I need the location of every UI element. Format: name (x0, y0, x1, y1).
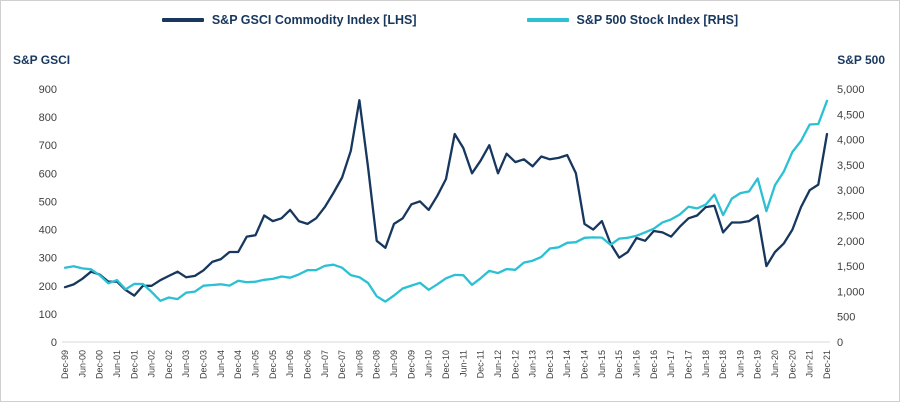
svg-text:Dec-99: Dec-99 (60, 350, 70, 379)
svg-text:Jun-17: Jun-17 (666, 350, 676, 378)
svg-text:Jun-02: Jun-02 (147, 350, 157, 378)
right-axis-title: S&P 500 (837, 53, 885, 67)
svg-text:Dec-06: Dec-06 (302, 350, 312, 379)
svg-text:1,500: 1,500 (837, 261, 865, 273)
legend-item-gsci: S&P GSCI Commodity Index [LHS] (161, 13, 417, 27)
svg-text:Dec-07: Dec-07 (337, 350, 347, 379)
svg-text:Jun-20: Jun-20 (770, 350, 780, 378)
svg-text:Jun-14: Jun-14 (562, 350, 572, 378)
svg-text:Jun-16: Jun-16 (632, 350, 642, 378)
svg-text:400: 400 (39, 225, 57, 237)
svg-text:Jun-07: Jun-07 (320, 350, 330, 378)
gsci-line-swatch (161, 18, 204, 22)
svg-text:Jun-12: Jun-12 (493, 350, 503, 378)
svg-text:Dec-12: Dec-12 (510, 350, 520, 379)
svg-text:Dec-10: Dec-10 (441, 350, 451, 379)
svg-text:0: 0 (51, 337, 57, 349)
svg-text:Dec-09: Dec-09 (406, 350, 416, 379)
svg-text:Dec-01: Dec-01 (129, 350, 139, 379)
legend-label-sp500: S&P 500 Stock Index [RHS] (576, 13, 739, 27)
svg-text:2,000: 2,000 (837, 236, 865, 248)
svg-text:Dec-20: Dec-20 (787, 350, 797, 379)
svg-text:Jun-00: Jun-00 (77, 350, 87, 378)
svg-text:Dec-16: Dec-16 (649, 350, 659, 379)
svg-text:Dec-18: Dec-18 (718, 350, 728, 379)
svg-text:600: 600 (39, 168, 57, 180)
svg-text:Dec-15: Dec-15 (614, 350, 624, 379)
svg-text:900: 900 (39, 84, 57, 96)
svg-text:5,000: 5,000 (837, 84, 865, 96)
svg-text:Jun-06: Jun-06 (285, 350, 295, 378)
svg-text:Dec-14: Dec-14 (580, 350, 590, 379)
legend-item-sp500: S&P 500 Stock Index [RHS] (526, 13, 739, 27)
sp500-line-swatch (526, 18, 569, 22)
svg-text:Jun-05: Jun-05 (251, 350, 261, 378)
svg-text:3,500: 3,500 (837, 160, 865, 172)
svg-text:Jun-09: Jun-09 (389, 350, 399, 378)
svg-text:800: 800 (39, 112, 57, 124)
svg-text:Dec-04: Dec-04 (233, 350, 243, 379)
svg-text:Dec-00: Dec-00 (95, 350, 105, 379)
svg-text:Jun-03: Jun-03 (181, 350, 191, 378)
svg-text:Dec-08: Dec-08 (372, 350, 382, 379)
svg-text:Jun-19: Jun-19 (735, 350, 745, 378)
svg-text:Jun-15: Jun-15 (597, 350, 607, 378)
svg-text:Jun-11: Jun-11 (458, 350, 468, 377)
svg-text:500: 500 (837, 312, 855, 324)
svg-text:4,500: 4,500 (837, 109, 865, 121)
left-axis-title: S&P GSCI (13, 53, 71, 67)
svg-text:Dec-21: Dec-21 (822, 350, 832, 379)
svg-text:Jun-18: Jun-18 (701, 350, 711, 378)
svg-text:Dec-11: Dec-11 (476, 350, 486, 378)
svg-text:4,000: 4,000 (837, 135, 865, 147)
legend-label-gsci: S&P GSCI Commodity Index [LHS] (211, 13, 417, 27)
svg-text:Dec-17: Dec-17 (683, 350, 693, 379)
svg-text:700: 700 (39, 140, 57, 152)
svg-text:500: 500 (39, 196, 57, 208)
svg-text:Jun-08: Jun-08 (354, 350, 364, 378)
svg-text:300: 300 (39, 253, 57, 265)
chart-legend: S&P GSCI Commodity Index [LHS] S&P 500 S… (1, 13, 899, 27)
svg-text:3,000: 3,000 (837, 185, 865, 197)
svg-text:Jun-10: Jun-10 (424, 350, 434, 378)
svg-text:Dec-19: Dec-19 (753, 350, 763, 379)
svg-text:200: 200 (39, 281, 57, 293)
svg-text:Dec-13: Dec-13 (545, 350, 555, 379)
svg-text:Dec-02: Dec-02 (164, 350, 174, 379)
svg-text:Jun-04: Jun-04 (216, 350, 226, 378)
svg-text:2,500: 2,500 (837, 211, 865, 223)
svg-text:Dec-05: Dec-05 (268, 350, 278, 379)
svg-text:Jun-13: Jun-13 (528, 350, 538, 378)
svg-text:100: 100 (39, 309, 57, 321)
svg-text:Jun-21: Jun-21 (805, 350, 815, 378)
svg-text:Dec-03: Dec-03 (199, 350, 209, 379)
svg-text:1,000: 1,000 (837, 286, 865, 298)
svg-text:0: 0 (837, 337, 843, 349)
svg-text:Jun-01: Jun-01 (112, 350, 122, 378)
